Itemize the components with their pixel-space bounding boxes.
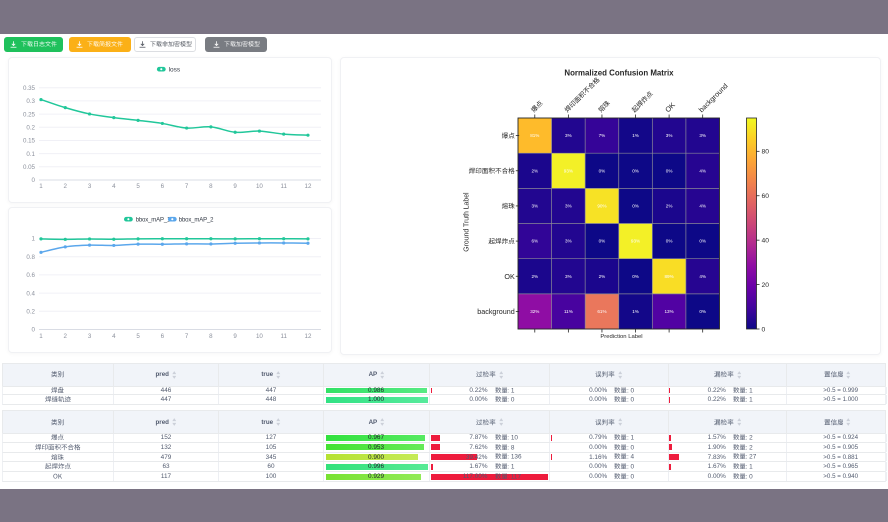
- svg-text:2%: 2%: [531, 274, 538, 279]
- svg-text:5: 5: [136, 183, 140, 190]
- svg-text:0.05: 0.05: [23, 164, 36, 171]
- svg-text:0.4: 0.4: [26, 290, 35, 297]
- svg-text:12: 12: [305, 183, 312, 190]
- svg-text:1: 1: [39, 333, 43, 340]
- svg-text:80: 80: [762, 149, 770, 156]
- svg-text:61%: 61%: [597, 309, 606, 314]
- svg-text:60: 60: [762, 193, 770, 200]
- svg-text:bbox_mAP_1: bbox_mAP_1: [136, 217, 171, 223]
- svg-text:0%: 0%: [599, 239, 606, 244]
- svg-text:3: 3: [88, 333, 92, 340]
- svg-text:0: 0: [32, 177, 36, 184]
- svg-text:2%: 2%: [599, 274, 606, 279]
- svg-text:0.15: 0.15: [23, 138, 36, 145]
- svg-text:3%: 3%: [565, 239, 572, 244]
- svg-text:2: 2: [64, 183, 68, 190]
- svg-text:0%: 0%: [666, 239, 673, 244]
- svg-text:0%: 0%: [666, 168, 673, 173]
- svg-text:4%: 4%: [699, 204, 706, 209]
- svg-text:11%: 11%: [564, 309, 573, 314]
- svg-text:0.2: 0.2: [26, 124, 35, 131]
- svg-text:7: 7: [185, 183, 189, 190]
- svg-text:0%: 0%: [699, 309, 706, 314]
- svg-text:0.35: 0.35: [23, 85, 36, 92]
- svg-text:3%: 3%: [565, 133, 572, 138]
- svg-text:11: 11: [280, 333, 287, 340]
- svg-text:3%: 3%: [565, 204, 572, 209]
- svg-text:0%: 0%: [632, 168, 639, 173]
- svg-text:Normalized Confusion Matrix: Normalized Confusion Matrix: [564, 69, 674, 78]
- svg-text:2: 2: [64, 333, 68, 340]
- svg-text:4: 4: [112, 183, 116, 190]
- svg-text:background: background: [477, 307, 515, 316]
- svg-text:6: 6: [161, 333, 165, 340]
- svg-text:0%: 0%: [632, 274, 639, 279]
- svg-text:90%: 90%: [597, 204, 606, 209]
- svg-text:background: background: [697, 81, 730, 114]
- svg-text:8: 8: [209, 183, 213, 190]
- svg-text:8: 8: [209, 333, 213, 340]
- svg-text:3: 3: [88, 183, 92, 190]
- svg-text:93%: 93%: [564, 168, 573, 173]
- svg-text:6%: 6%: [531, 239, 538, 244]
- svg-text:6: 6: [161, 183, 165, 190]
- svg-text:2%: 2%: [666, 204, 673, 209]
- svg-text:2%: 2%: [531, 168, 538, 173]
- svg-text:0%: 0%: [632, 204, 639, 209]
- svg-text:3%: 3%: [531, 204, 538, 209]
- svg-text:1: 1: [32, 235, 36, 242]
- svg-text:Ground Truth Label: Ground Truth Label: [463, 192, 470, 252]
- svg-text:20: 20: [762, 282, 770, 289]
- svg-text:3%: 3%: [565, 274, 572, 279]
- svg-text:4: 4: [112, 333, 116, 340]
- svg-text:0%: 0%: [699, 239, 706, 244]
- svg-text:loss: loss: [169, 67, 181, 74]
- svg-text:10: 10: [256, 183, 263, 190]
- svg-text:0.8: 0.8: [26, 253, 35, 260]
- svg-text:Prediction Label: Prediction Label: [600, 334, 642, 340]
- svg-text:7: 7: [185, 333, 189, 340]
- svg-text:81%: 81%: [530, 133, 539, 138]
- svg-text:5: 5: [136, 333, 140, 340]
- svg-text:10: 10: [256, 333, 263, 340]
- svg-text:3%: 3%: [699, 133, 706, 138]
- svg-text:OK: OK: [504, 272, 515, 281]
- svg-text:9: 9: [233, 183, 237, 190]
- svg-text:bbox_mAP_2: bbox_mAP_2: [179, 217, 214, 223]
- svg-text:1: 1: [39, 183, 43, 190]
- svg-text:11: 11: [280, 183, 287, 190]
- svg-text:0: 0: [762, 326, 766, 333]
- svg-text:OK: OK: [663, 100, 677, 114]
- svg-text:12: 12: [305, 333, 312, 340]
- svg-text:13%: 13%: [665, 309, 674, 314]
- svg-text:89%: 89%: [665, 274, 674, 279]
- svg-text:9: 9: [233, 333, 237, 340]
- svg-text:93%: 93%: [631, 239, 640, 244]
- svg-text:4%: 4%: [699, 168, 706, 173]
- svg-text:0: 0: [32, 326, 36, 333]
- svg-text:7%: 7%: [599, 133, 606, 138]
- svg-text:0.3: 0.3: [26, 98, 35, 105]
- svg-text:1%: 1%: [632, 309, 639, 314]
- svg-text:40: 40: [762, 238, 770, 245]
- svg-text:4%: 4%: [699, 274, 706, 279]
- svg-text:0.2: 0.2: [26, 308, 35, 315]
- svg-text:0.25: 0.25: [23, 111, 36, 118]
- svg-text:0.1: 0.1: [26, 151, 35, 158]
- svg-text:3%: 3%: [666, 133, 673, 138]
- svg-text:1%: 1%: [632, 133, 639, 138]
- svg-text:32%: 32%: [530, 309, 539, 314]
- svg-text:0%: 0%: [599, 168, 606, 173]
- svg-text:0.6: 0.6: [26, 272, 35, 279]
